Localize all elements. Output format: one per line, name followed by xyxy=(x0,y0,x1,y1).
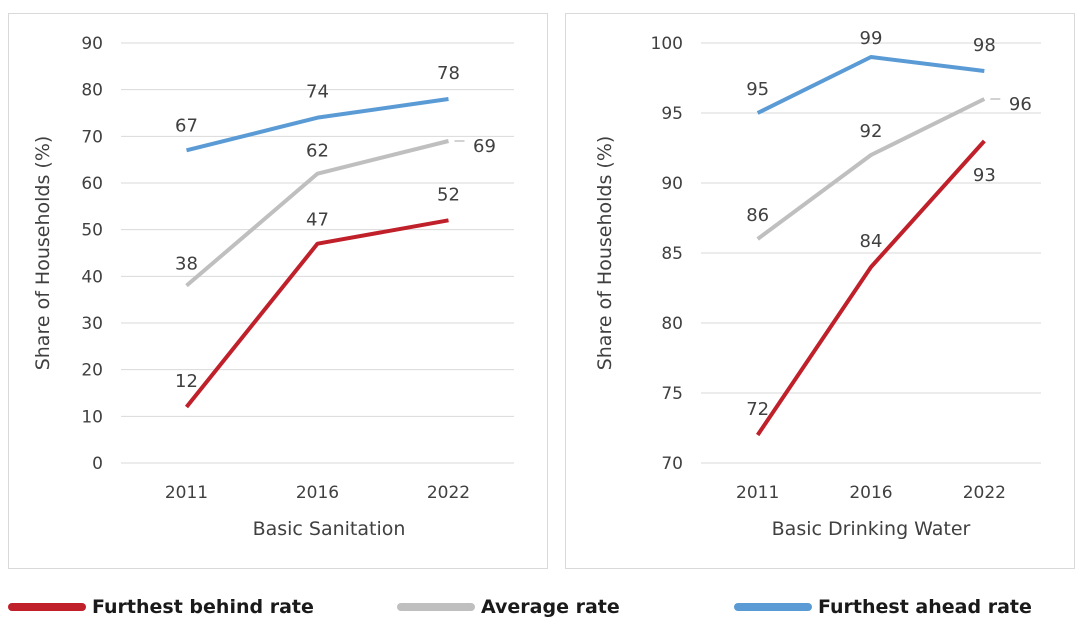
y-tick-label: 85 xyxy=(661,244,683,264)
series-line-1 xyxy=(185,139,449,288)
y-axis-title: Share of Households (%) xyxy=(594,136,616,371)
data-label: 72 xyxy=(746,399,769,420)
legend-swatch-average xyxy=(397,603,475,611)
data-label: 96 xyxy=(1009,94,1032,115)
data-label: 95 xyxy=(746,79,769,100)
drinking-water-chart: 70 75 80 85 90 95 100 2011 2016 2022 Basic Drinkin… xyxy=(594,28,1041,540)
series-line-1 xyxy=(756,97,986,241)
data-label: 69 xyxy=(473,136,496,157)
series-line-2 xyxy=(756,55,985,115)
legend-item-furthest-behind: Furthest behind rate xyxy=(8,596,314,618)
data-label: 47 xyxy=(306,210,329,231)
legend-item-average: Average rate xyxy=(397,596,620,618)
y-tick-label: 70 xyxy=(81,127,103,147)
y-tick-label: 0 xyxy=(92,454,103,474)
y-tick-label: 80 xyxy=(661,314,683,334)
y-tick-label: 100 xyxy=(651,34,683,54)
series-line-0 xyxy=(756,139,986,437)
y-tick-label: 60 xyxy=(81,174,103,194)
y-tick-label: 30 xyxy=(81,314,103,334)
legend-swatch-furthest-ahead xyxy=(734,603,812,611)
legend-label-furthest-ahead: Furthest ahead rate xyxy=(818,596,1032,618)
drinking-water-chart-panel: 70 75 80 85 90 95 100 2011 2016 2022 Basic Drinkin… xyxy=(565,13,1075,569)
x-tick-label: 2011 xyxy=(736,483,779,503)
data-label: 78 xyxy=(437,63,460,84)
data-label: 92 xyxy=(860,121,883,142)
x-tick-label: 2022 xyxy=(963,483,1006,503)
y-tick-label: 10 xyxy=(81,407,103,427)
sanitation-chart-panel: 0 10 20 30 40 50 60 70 80 90 2011 2016 2022 Basic San… xyxy=(8,13,548,569)
data-label: 98 xyxy=(973,35,996,56)
series-line-2 xyxy=(186,97,449,153)
data-label: 99 xyxy=(860,28,883,49)
legend-label-average: Average rate xyxy=(481,596,620,618)
data-label: 74 xyxy=(306,82,329,103)
y-axis-title: Share of Households (%) xyxy=(32,136,54,371)
legend-label-furthest-behind: Furthest behind rate xyxy=(92,596,314,618)
y-tick-label: 90 xyxy=(81,34,103,54)
y-tick-label: 50 xyxy=(81,221,103,241)
data-label: 86 xyxy=(746,205,769,226)
data-label: 84 xyxy=(860,231,883,252)
x-tick-label: 2016 xyxy=(296,483,339,503)
series-line-0 xyxy=(184,218,449,409)
y-tick-label: 80 xyxy=(81,81,103,101)
data-label: 62 xyxy=(306,141,329,162)
y-tick-label: 75 xyxy=(661,384,683,404)
x-tick-label: 2011 xyxy=(165,483,208,503)
y-tick-label: 40 xyxy=(81,267,103,287)
data-label: 52 xyxy=(437,184,460,205)
sanitation-chart: 0 10 20 30 40 50 60 70 80 90 2011 2016 2022 Basic San… xyxy=(32,34,514,540)
data-label: 67 xyxy=(175,115,198,136)
y-tick-label: 20 xyxy=(81,361,103,381)
x-tick-label: 2016 xyxy=(849,483,892,503)
y-tick-label: 90 xyxy=(661,174,683,194)
chart-legend: Furthest behind rate Average rate Furthe… xyxy=(0,592,1083,626)
x-axis-title: Basic Sanitation xyxy=(253,518,406,540)
y-tick-label: 95 xyxy=(661,104,683,124)
y-tick-label: 70 xyxy=(661,454,683,474)
legend-swatch-furthest-behind xyxy=(8,603,86,611)
legend-item-furthest-ahead: Furthest ahead rate xyxy=(734,596,1032,618)
data-label: 38 xyxy=(175,254,198,275)
x-axis-title: Basic Drinking Water xyxy=(772,518,971,540)
data-label: 93 xyxy=(973,165,996,186)
x-tick-label: 2022 xyxy=(427,483,470,503)
data-label: 12 xyxy=(175,371,198,392)
